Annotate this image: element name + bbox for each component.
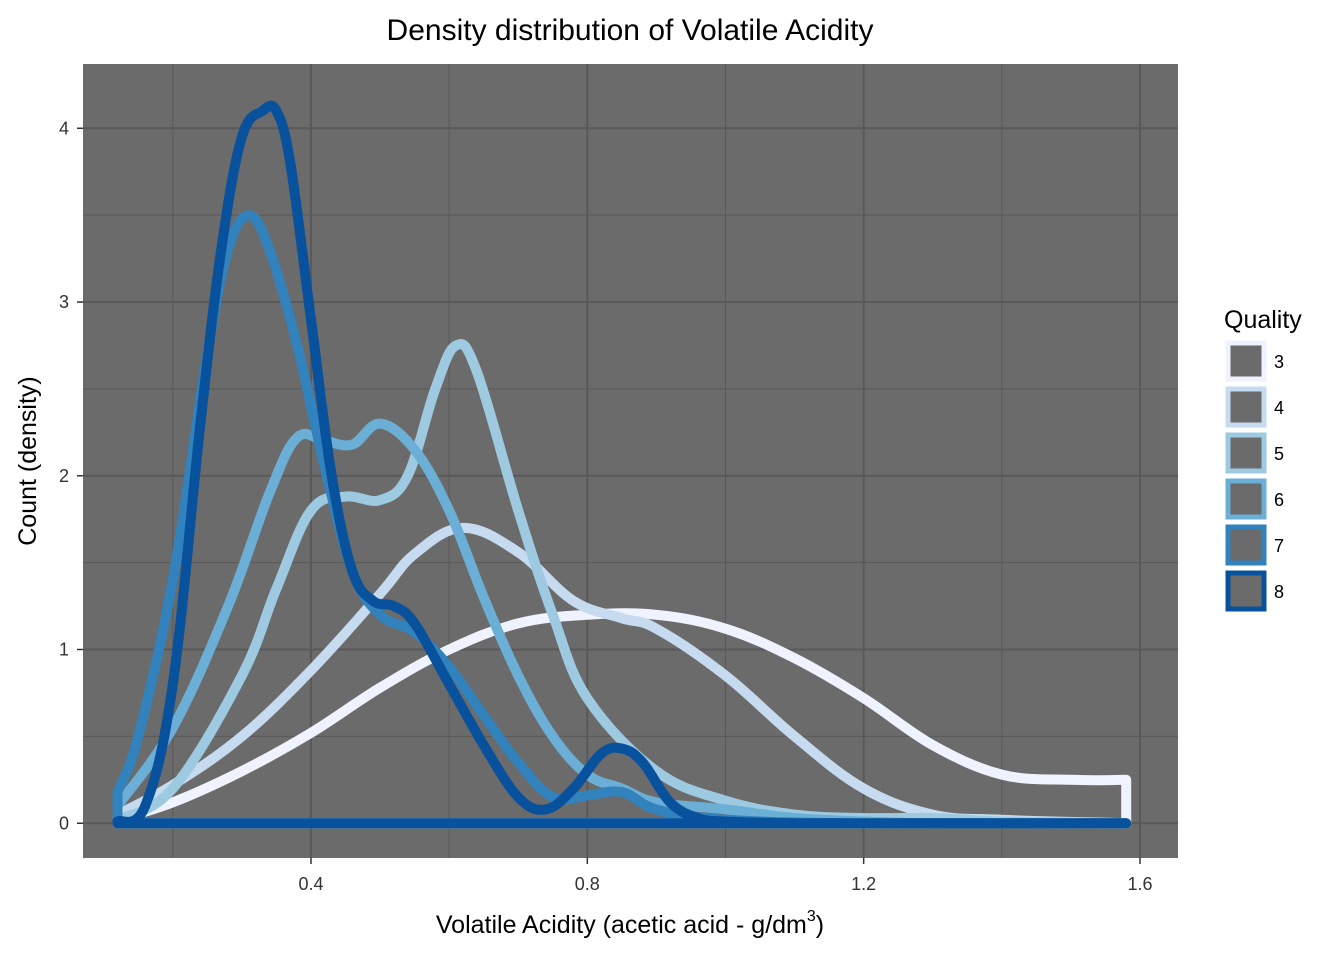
legend-item-3: 3 <box>1224 339 1284 383</box>
x-axis-title-superscript: 3 <box>807 908 816 925</box>
legend-item-6: 6 <box>1224 477 1284 521</box>
chart-title: Density distribution of Volatile Acidity <box>387 14 874 47</box>
y-tick-label: 4 <box>59 118 69 138</box>
y-axis: 0 1 2 3 4 <box>59 118 83 833</box>
density-curve-quality-8 <box>112 100 1132 829</box>
y-tick-label: 1 <box>59 640 69 660</box>
legend-label: 3 <box>1274 352 1284 372</box>
y-tick-label: 2 <box>59 466 69 486</box>
legend-item-5: 5 <box>1224 431 1284 475</box>
legend-item-4: 4 <box>1224 385 1284 429</box>
legend-item-7: 7 <box>1224 523 1284 567</box>
legend-keys: 3 4 5 6 7 8 <box>1224 339 1284 613</box>
plot-panel <box>83 64 1178 858</box>
legend-key-swatch <box>1225 570 1267 612</box>
density-curve-quality-3 <box>112 608 1132 829</box>
legend-key-swatch <box>1225 432 1267 474</box>
legend-label: 8 <box>1274 582 1284 602</box>
legend-label: 4 <box>1274 398 1284 418</box>
density-curve-quality-4 <box>112 522 1132 829</box>
x-tick-label: 0.4 <box>298 874 323 894</box>
legend-key-swatch <box>1225 340 1267 382</box>
minor-gridlines <box>83 64 1178 858</box>
legend: Quality 3 4 5 6 7 8 <box>1224 306 1302 613</box>
x-axis-title-close: ) <box>816 911 824 939</box>
x-axis-title: Volatile Acidity (acetic acid - g/dm3) <box>436 908 824 939</box>
legend-label: 5 <box>1274 444 1284 464</box>
x-axis: 0.4 0.8 1.2 1.6 <box>298 858 1153 894</box>
legend-key-swatch <box>1225 386 1267 428</box>
x-axis-title-text: Volatile Acidity (acetic acid - g/dm <box>436 911 807 939</box>
legend-title: Quality <box>1224 306 1302 334</box>
legend-label: 6 <box>1274 490 1284 510</box>
y-tick-label: 0 <box>59 813 69 833</box>
legend-key-swatch <box>1225 478 1267 520</box>
legend-key-swatch <box>1225 524 1267 566</box>
legend-item-8: 8 <box>1224 569 1284 613</box>
y-axis-title: Count (density) <box>14 376 42 546</box>
x-tick-label: 1.2 <box>851 874 876 894</box>
series-layer <box>112 100 1132 829</box>
x-tick-label: 0.8 <box>575 874 600 894</box>
x-tick-label: 1.6 <box>1127 874 1152 894</box>
legend-label: 7 <box>1274 536 1284 556</box>
y-tick-label: 3 <box>59 292 69 312</box>
